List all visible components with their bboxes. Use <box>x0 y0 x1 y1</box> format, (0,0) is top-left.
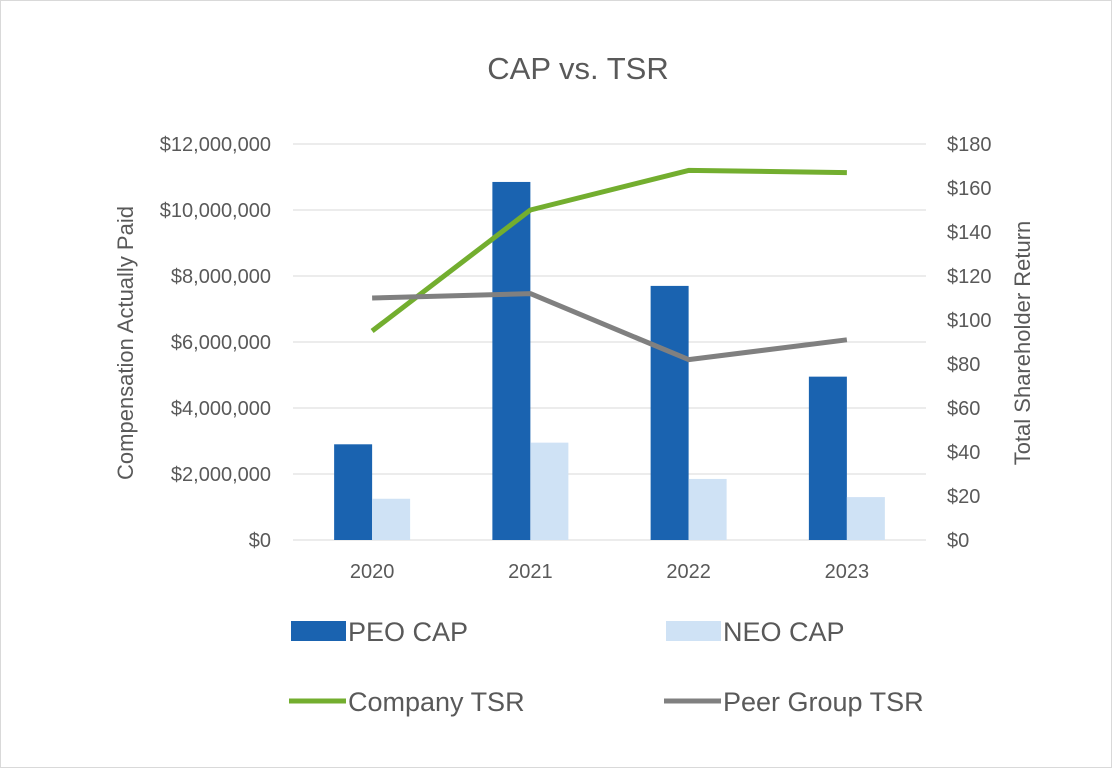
y2-tick-label: $100 <box>947 310 992 332</box>
bar-series <box>334 181 885 540</box>
y-tick-label: $10,000,000 <box>160 200 271 222</box>
legend-swatch-peo-cap <box>291 621 346 641</box>
line-company-tsr <box>370 167 847 333</box>
x-tick-label: 2022 <box>666 561 711 583</box>
legend-label-peo-cap: PEO CAP <box>348 617 468 647</box>
x-tick-label: 2021 <box>508 561 553 583</box>
left-axis-ticks: $0 $2,000,000 $4,000,000 $6,000,000 $8,000,0… <box>160 134 271 552</box>
bar-neo-cap <box>530 442 569 540</box>
y2-tick-label: $20 <box>947 486 980 508</box>
bar-peo-cap <box>650 285 689 540</box>
line-peer-group-tsr <box>372 291 848 363</box>
y-tick-label: $8,000,000 <box>171 266 271 288</box>
legend-label-peer-group-tsr: Peer Group TSR <box>723 687 924 717</box>
x-tick-label: 2023 <box>825 561 870 583</box>
y2-tick-label: $0 <box>947 530 969 552</box>
bar-peo-cap <box>492 181 531 540</box>
y2-tick-label: $80 <box>947 354 980 376</box>
legend-label-neo-cap: NEO CAP <box>723 617 845 647</box>
line-series <box>370 167 848 363</box>
x-tick-label: 2020 <box>350 561 395 583</box>
legend-label-company-tsr: Company TSR <box>348 687 525 717</box>
y2-axis-label: Total Shareholder Return <box>1010 221 1035 466</box>
y2-tick-label: $60 <box>947 398 980 420</box>
legend-swatch-neo-cap <box>666 621 721 641</box>
chart-title: CAP vs. TSR <box>487 51 668 86</box>
bar-neo-cap <box>688 478 727 540</box>
y2-tick-label: $120 <box>947 266 992 288</box>
y-tick-label: $0 <box>249 530 271 552</box>
legend: PEO CAP NEO CAP Company TSR Peer Group TSR <box>289 617 924 717</box>
y-tick-label: $6,000,000 <box>171 332 271 354</box>
y2-tick-label: $180 <box>947 134 992 156</box>
y2-tick-label: $40 <box>947 442 980 464</box>
bar-neo-cap <box>846 497 885 540</box>
gridlines <box>293 143 926 541</box>
y-tick-label: $4,000,000 <box>171 398 271 420</box>
bar-neo-cap <box>372 498 411 540</box>
y2-tick-label: $160 <box>947 178 992 200</box>
right-axis-ticks: $0 $20 $40 $60 $80 $100 $120 $140 $160 $180 <box>947 134 992 552</box>
y-tick-label: $12,000,000 <box>160 134 271 156</box>
y-axis-label: Compensation Actually Paid <box>113 206 138 480</box>
bar-peo-cap <box>808 376 847 540</box>
x-axis-ticks: 2020 2021 2022 2023 <box>350 561 869 583</box>
bar-peo-cap <box>334 444 373 540</box>
y2-tick-label: $140 <box>947 222 992 244</box>
y-tick-label: $2,000,000 <box>171 464 271 486</box>
